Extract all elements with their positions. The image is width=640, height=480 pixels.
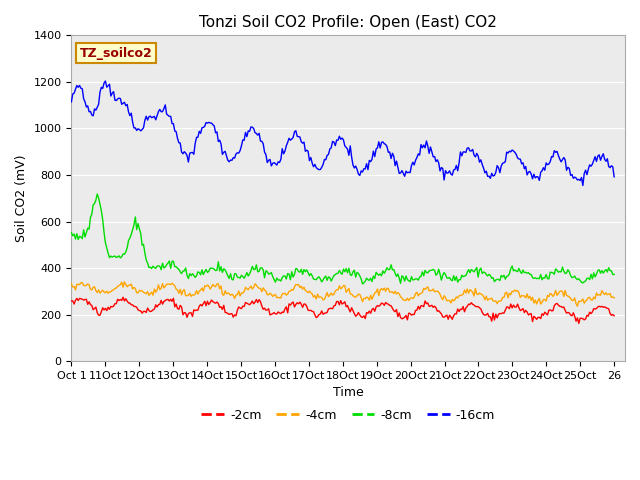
Y-axis label: Soil CO2 (mV): Soil CO2 (mV): [15, 155, 28, 242]
Legend: -2cm, -4cm, -8cm, -16cm: -2cm, -4cm, -8cm, -16cm: [196, 404, 500, 427]
Text: TZ_soilco2: TZ_soilco2: [80, 47, 152, 60]
Title: Tonzi Soil CO2 Profile: Open (East) CO2: Tonzi Soil CO2 Profile: Open (East) CO2: [199, 15, 497, 30]
X-axis label: Time: Time: [333, 386, 364, 399]
